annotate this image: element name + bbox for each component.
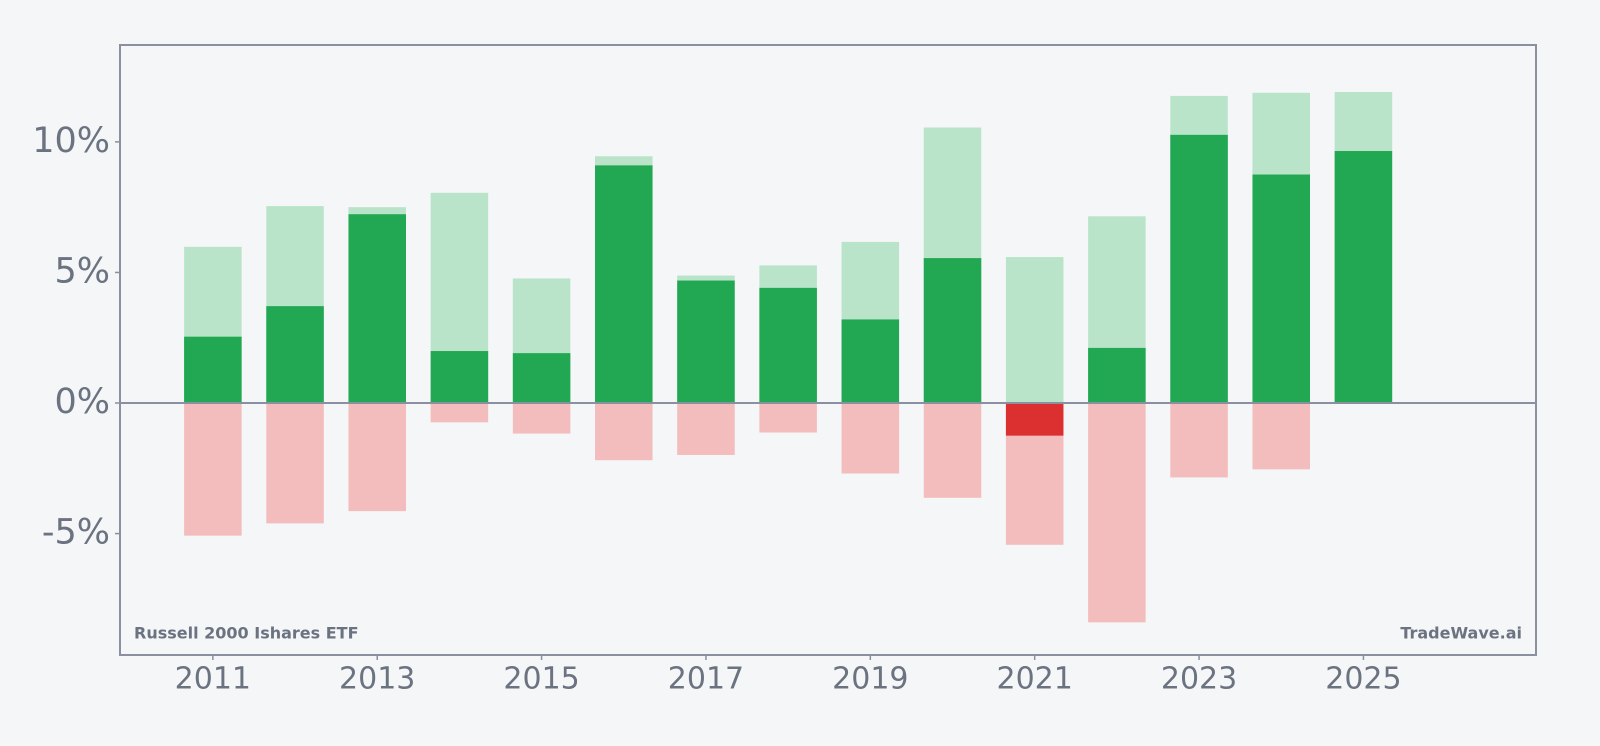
bar (1005, 403, 1064, 436)
x-tick-label: 2013 (339, 662, 415, 697)
bar (677, 403, 735, 455)
x-tick-label: 2011 (175, 662, 251, 697)
y-tick-label: 0% (54, 382, 110, 422)
y-tick-label: 10% (32, 121, 110, 161)
y-tick-label: -5% (42, 513, 110, 553)
x-tick-label: 2019 (832, 662, 908, 697)
bar (1005, 257, 1064, 404)
bar (266, 403, 324, 524)
bar (430, 351, 489, 404)
bar (841, 403, 900, 474)
bar (841, 319, 900, 404)
bar (184, 336, 242, 404)
bar (348, 403, 406, 512)
bar (923, 403, 982, 498)
watermark: TradeWave.ai (1400, 624, 1522, 643)
bar (512, 403, 571, 434)
bar (1252, 174, 1310, 404)
bar (266, 306, 324, 404)
bar (1088, 347, 1146, 404)
y-tick-label: 5% (54, 251, 110, 291)
bar (348, 214, 406, 404)
source-label: Russell 2000 Ishares ETF (134, 624, 359, 643)
bar (1252, 403, 1310, 470)
bar (1088, 403, 1146, 623)
bar (595, 403, 653, 461)
bar (677, 280, 735, 404)
bar (759, 287, 817, 404)
bar (1170, 403, 1228, 478)
bar (1170, 134, 1228, 404)
bar (595, 165, 653, 404)
x-tick-label: 2021 (997, 662, 1073, 697)
bar (759, 403, 817, 433)
bar (512, 353, 571, 404)
x-tick-label: 2023 (1161, 662, 1237, 697)
bar (923, 258, 982, 404)
x-tick-label: 2025 (1325, 662, 1401, 697)
x-tick-label: 2015 (503, 662, 579, 697)
plot-frame (119, 44, 1537, 656)
x-tick-label: 2017 (668, 662, 744, 697)
bar (1334, 151, 1393, 404)
bar (184, 403, 242, 536)
bar (430, 403, 489, 423)
